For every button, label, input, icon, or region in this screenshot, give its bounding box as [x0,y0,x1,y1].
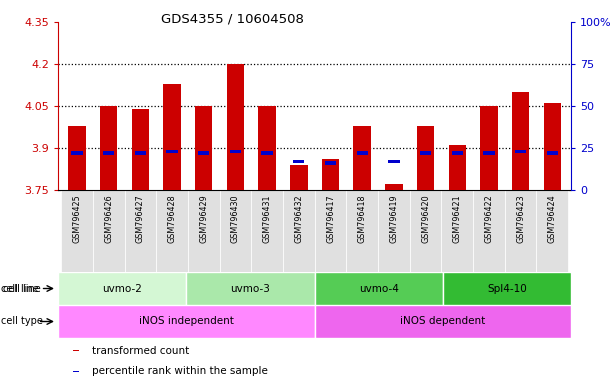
Bar [73,371,79,372]
Bar [293,160,304,163]
Bar [68,126,86,190]
Bar [315,190,346,272]
Text: GSM796417: GSM796417 [326,194,335,243]
Bar [547,151,558,155]
Bar [388,160,400,163]
Bar [58,305,315,338]
Bar [251,190,283,272]
Bar [315,272,443,305]
Bar [186,272,315,305]
Bar [536,190,568,272]
Text: uvmo-3: uvmo-3 [230,283,271,293]
Bar [188,190,219,272]
Bar [315,305,571,338]
Bar [480,106,497,190]
Bar [544,103,561,190]
Text: uvmo-4: uvmo-4 [359,283,399,293]
Text: GSM796423: GSM796423 [516,194,525,243]
Text: cell type: cell type [1,316,43,326]
Bar [283,190,315,272]
Bar [195,106,213,190]
Bar [448,145,466,190]
Text: GSM796421: GSM796421 [453,194,462,243]
Text: GSM796427: GSM796427 [136,194,145,243]
Text: uvmo-2: uvmo-2 [102,283,142,293]
Bar [354,126,371,190]
Bar [325,161,336,165]
Bar [93,190,125,272]
Bar [230,150,241,153]
Bar [512,92,529,190]
Bar [322,159,339,190]
Bar [417,126,434,190]
Bar [258,106,276,190]
Bar [483,151,494,155]
Bar [135,151,146,155]
Bar [219,190,251,272]
Bar [156,190,188,272]
Bar [410,190,441,272]
Bar [58,272,186,305]
Text: Spl4-10: Spl4-10 [487,283,527,293]
Bar [132,109,149,190]
Text: GSM796420: GSM796420 [421,194,430,243]
Text: GSM796418: GSM796418 [357,194,367,243]
Bar [420,151,431,155]
Bar [166,150,178,153]
Bar [441,190,473,272]
Bar [505,190,536,272]
Text: GSM796426: GSM796426 [104,194,113,243]
Bar [515,150,526,153]
Bar [163,84,181,190]
Bar [71,151,82,155]
Bar [346,190,378,272]
Text: transformed count: transformed count [92,346,189,356]
Text: GSM796429: GSM796429 [199,194,208,243]
Text: iNOS independent: iNOS independent [139,316,234,326]
Bar [227,64,244,190]
Bar [100,106,117,190]
Text: GSM796430: GSM796430 [231,194,240,243]
Text: GSM796432: GSM796432 [295,194,303,243]
Bar [385,184,403,190]
Bar [103,151,114,155]
Bar [61,190,93,272]
Text: percentile rank within the sample: percentile rank within the sample [92,366,268,376]
Bar [473,190,505,272]
Bar [452,151,463,155]
Text: cell line: cell line [1,283,39,293]
Bar [290,165,307,190]
Text: cell line: cell line [3,283,41,293]
Text: GDS4355 / 10604508: GDS4355 / 10604508 [161,12,304,25]
Text: GSM796428: GSM796428 [167,194,177,243]
Bar [357,151,368,155]
Text: GSM796422: GSM796422 [485,194,494,243]
Bar [198,151,210,155]
Text: GSM796424: GSM796424 [548,194,557,243]
Bar [378,190,410,272]
Text: iNOS dependent: iNOS dependent [400,316,486,326]
Bar [125,190,156,272]
Text: GSM796431: GSM796431 [263,194,272,243]
Text: GSM796419: GSM796419 [389,194,398,243]
Text: GSM796425: GSM796425 [73,194,81,243]
Bar [443,272,571,305]
Bar [262,151,273,155]
